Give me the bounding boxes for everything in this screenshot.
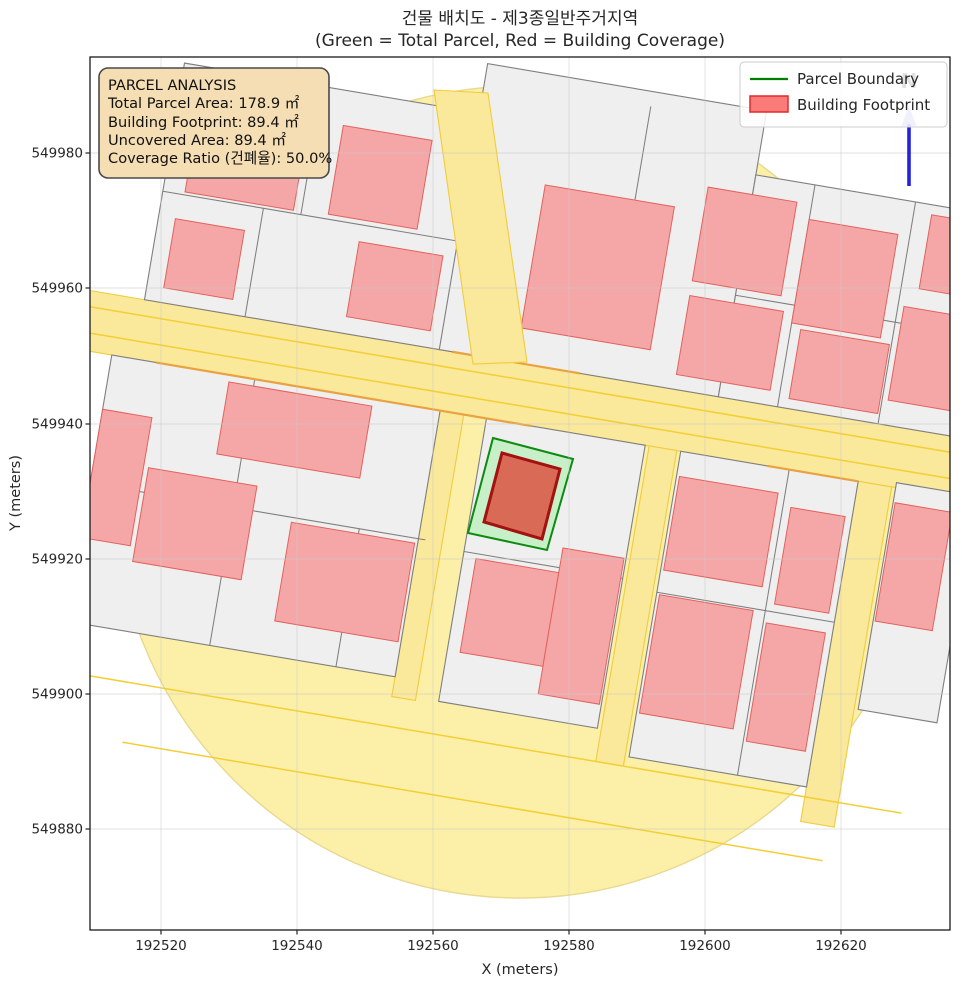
building: [132, 467, 258, 581]
road-lane-lines: [90, 305, 950, 486]
legend-label: Parcel Boundary: [797, 70, 919, 88]
building: [773, 506, 846, 614]
parcel-analysis-box: PARCEL ANALYSIS Total Parcel Area: 178.9…: [98, 67, 332, 179]
y-tick: 549900: [31, 687, 83, 703]
building: [274, 521, 416, 643]
building: [163, 218, 246, 301]
x-tick: 192620: [815, 938, 867, 954]
road-lines-south: [90, 667, 902, 862]
chart-subtitle: (Green = Total Parcel, Red = Building Co…: [315, 31, 725, 51]
building: [327, 124, 433, 230]
building: [216, 381, 373, 479]
info-line: Building Footprint: 89.4 ㎡: [108, 114, 299, 131]
building: [90, 408, 153, 547]
building-footprint-swatch: [749, 95, 789, 113]
building: [675, 295, 785, 391]
x-axis-label: X (meters): [481, 962, 558, 978]
chart-title: 건물 배치도 - 제3종일반주거지역: [402, 9, 638, 29]
building: [520, 184, 675, 351]
y-tick: 549960: [31, 281, 83, 297]
gridlines: [90, 57, 950, 930]
map-layer: [90, 62, 950, 899]
tick-marks: [85, 152, 842, 935]
info-box-background: [98, 67, 330, 179]
building: [874, 502, 950, 632]
y-tick: 549940: [31, 417, 83, 433]
legend: Parcel Boundary Building Footprint: [739, 61, 948, 128]
building: [691, 186, 798, 297]
info-box-title: PARCEL ANALYSIS: [108, 77, 236, 94]
subject-building-footprint: [482, 451, 562, 541]
building: [918, 214, 950, 301]
upper-road: [433, 89, 528, 365]
building: [788, 328, 891, 415]
info-line: Coverage Ratio (건폐율): 50.0%: [108, 150, 332, 167]
building: [663, 475, 779, 588]
x-tick: 192600: [679, 938, 731, 954]
x-tick: 192520: [135, 938, 187, 954]
info-line: Uncovered Area: 89.4 ㎡: [108, 132, 286, 149]
legend-label: Building Footprint: [797, 96, 930, 114]
building: [745, 622, 827, 752]
y-tick-labels: 549980 549960 549940 549920 549900 54988…: [31, 146, 83, 838]
building: [638, 594, 754, 730]
building: [459, 558, 560, 667]
building: [345, 241, 444, 332]
plot-border: [89, 56, 951, 931]
y-tick: 549980: [31, 146, 83, 162]
x-tick: 192560: [407, 938, 459, 954]
y-axis-label: Y (meters): [8, 455, 24, 532]
y-tick: 549920: [31, 552, 83, 568]
y-tick: 549880: [31, 822, 83, 838]
building: [791, 218, 899, 339]
x-tick: 192580: [543, 938, 595, 954]
x-tick: 192540: [271, 938, 323, 954]
legend-box: [739, 61, 948, 128]
info-line: Total Parcel Area: 178.9 ㎡: [107, 95, 300, 112]
x-tick-labels: 192520 192540 192560 192580 192600 19262…: [135, 938, 867, 954]
